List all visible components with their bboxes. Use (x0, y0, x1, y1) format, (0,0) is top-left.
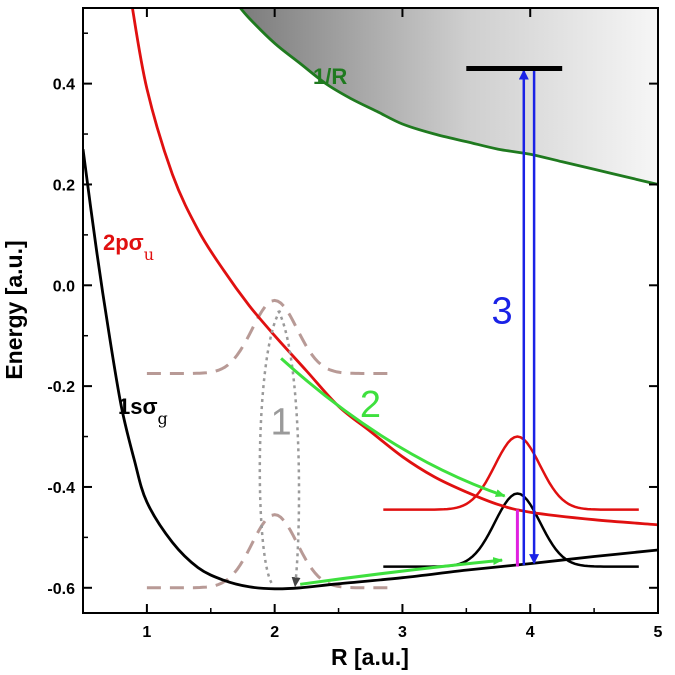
step-2-label: 2 (360, 384, 381, 426)
label-1ssigma-sub: g (158, 409, 168, 428)
y-tick-label: 0.2 (53, 177, 75, 194)
plot-frame (82, 7, 659, 614)
series-label-1ssigma-g: 1sσg (118, 394, 168, 428)
lower-dashed-wavepacket (146, 513, 397, 590)
y-tick-label: -0.4 (47, 480, 75, 497)
y-tick-label: 0.0 (53, 278, 75, 295)
1ssigma-g-curve (83, 149, 658, 591)
process-2-arrow-lower (299, 557, 504, 586)
y-tick-label: 0.4 (53, 77, 75, 94)
label-2psigma-sub: u (144, 245, 154, 264)
y-tick-label: -0.6 (47, 581, 75, 598)
series-label-2psigma-u: 2pσu (103, 230, 154, 264)
y-axis-title: Energy [a.u.] (1, 240, 27, 379)
step-3-label: 3 (492, 291, 513, 333)
label-2psigma-main: 2pσ (103, 230, 144, 255)
one-over-r-curve (238, 8, 658, 186)
x-axis-title: R [a.u.] (331, 644, 409, 670)
process-2-arrow-upper (280, 357, 506, 498)
x-tick-label: 2 (270, 624, 279, 641)
label-1ssigma-main: 1sσ (118, 394, 158, 419)
process-1-dotted-loop (258, 309, 299, 587)
x-tick-label: 5 (654, 624, 663, 641)
step-1-label: 1 (271, 401, 292, 443)
series-label-1-over-r: 1/R (313, 64, 347, 89)
x-tick-label: 4 (526, 624, 535, 641)
x-tick-label: 3 (398, 624, 407, 641)
x-tick-label: 1 (142, 624, 151, 641)
continuum-shade (236, 8, 658, 185)
black-wavepacket (383, 492, 639, 568)
y-tick-label: -0.2 (47, 379, 75, 396)
red-wavepacket (383, 435, 639, 511)
upper-dashed-wavepacket (146, 298, 397, 375)
